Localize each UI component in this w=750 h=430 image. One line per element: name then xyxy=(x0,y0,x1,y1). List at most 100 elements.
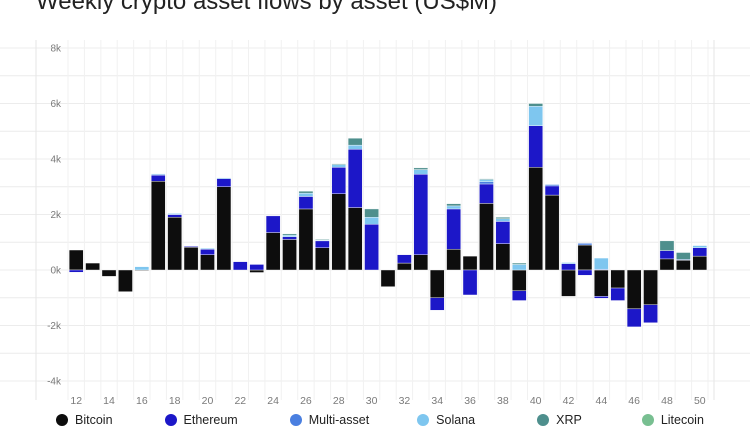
bar-ethereum-week-29 xyxy=(347,149,363,208)
bar-ethereum-week-26 xyxy=(298,196,314,210)
y-tick-label: 4k xyxy=(50,155,62,166)
bar-bitcoin-week-17 xyxy=(150,180,166,271)
bar-ethereum-week-34 xyxy=(429,297,445,311)
legend-item-ethereum: Ethereum xyxy=(164,413,238,427)
bar-bitcoin-week-26 xyxy=(298,208,314,271)
bar-bitcoin-week-20 xyxy=(200,254,215,271)
bar-ethereum-week-43 xyxy=(577,269,593,276)
bar-ethereum-week-17 xyxy=(150,174,166,182)
bar-ethereum-week-41 xyxy=(544,185,560,196)
bar-xrp-week-27 xyxy=(315,239,330,241)
bar-xrp-week-29 xyxy=(347,137,363,146)
legend-swatch xyxy=(641,414,654,426)
bar-bitcoin-week-47 xyxy=(643,269,658,305)
bar-ethereum-week-39 xyxy=(512,290,527,301)
bar-ethereum-week-12 xyxy=(68,269,84,273)
bar-bitcoin-week-42 xyxy=(561,269,576,297)
bar-solana-week-33 xyxy=(413,169,429,175)
legend-swatch xyxy=(56,414,68,426)
x-tick-label: 32 xyxy=(399,395,411,407)
bar-bitcoin-week-32 xyxy=(397,262,412,271)
bar-ethereum-week-33 xyxy=(413,174,429,255)
bar-ethereum-week-44 xyxy=(594,296,609,299)
legend-swatch xyxy=(537,414,550,426)
x-axis: 12 14 16 18 20 22 24 26 28 30 32 34 36 38 40 42 44 46 48 50 xyxy=(70,395,705,407)
bar-ethereum-week-30 xyxy=(364,224,379,271)
bar-bitcoin-week-29 xyxy=(347,207,363,271)
bar-solana-week-30 xyxy=(364,217,379,225)
grid-layer xyxy=(0,40,750,400)
bar-xrp-week-48 xyxy=(659,240,675,251)
bar-bitcoin-week-19 xyxy=(183,247,199,271)
bar-ethereum-week-25 xyxy=(282,236,297,240)
bar-ethereum-week-46 xyxy=(626,308,642,328)
x-tick-label: 36 xyxy=(464,395,476,407)
bar-ethereum-week-24 xyxy=(265,215,281,233)
bar-bitcoin-week-44 xyxy=(594,269,609,297)
bar-solana-week-37 xyxy=(479,179,494,182)
bar-layer xyxy=(68,103,708,328)
bar-bitcoin-week-14 xyxy=(101,269,117,277)
legend-label: Multi-asset xyxy=(308,413,370,427)
x-tick-label: 14 xyxy=(103,395,115,407)
bar-solana-week-40 xyxy=(528,106,543,126)
y-tick-label: -2k xyxy=(47,321,62,332)
bar-ethereum-week-40 xyxy=(528,125,543,168)
x-tick-label: 12 xyxy=(70,395,82,407)
bar-xrp-week-40 xyxy=(528,103,543,107)
bar-ethereum-week-23 xyxy=(249,264,264,271)
legend-item-litecoin: Litecoin xyxy=(641,413,704,427)
legend-swatch xyxy=(417,414,430,426)
bar-ethereum-week-50 xyxy=(692,247,708,257)
bar-bitcoin-week-24 xyxy=(265,232,281,271)
legend-label: Solana xyxy=(436,413,476,427)
bar-multi-asset-week-41 xyxy=(544,184,560,187)
bar-bitcoin-week-12 xyxy=(68,249,84,271)
bar-multi-asset-week-37 xyxy=(479,181,494,185)
x-tick-label: 16 xyxy=(136,395,148,407)
x-tick-label: 30 xyxy=(366,395,378,407)
legend-item-multi-asset: Multi-asset xyxy=(289,413,370,427)
bar-xrp-week-26 xyxy=(298,190,314,194)
legend-label: Ethereum xyxy=(183,413,238,427)
bar-bitcoin-week-35 xyxy=(446,248,461,271)
legend: Bitcoin Ethereum Multi-asset Solana XRP Litec… xyxy=(56,411,704,429)
bar-solana-week-21 xyxy=(216,177,232,179)
bar-bitcoin-week-46 xyxy=(626,269,642,310)
x-tick-label: 18 xyxy=(169,395,181,407)
bar-bitcoin-week-34 xyxy=(429,269,445,298)
bar-bitcoin-week-49 xyxy=(676,260,691,271)
bar-solana-week-44 xyxy=(594,257,609,270)
bar-solana-week-16 xyxy=(134,266,150,271)
bar-ethereum-week-48 xyxy=(659,250,675,260)
bar-solana-week-17 xyxy=(150,173,166,175)
x-tick-label: 28 xyxy=(333,395,345,407)
bar-ethereum-week-19 xyxy=(183,246,199,248)
x-tick-label: 40 xyxy=(530,395,542,407)
x-tick-label: 26 xyxy=(300,395,312,407)
x-tick-label: 34 xyxy=(431,395,443,407)
bar-bitcoin-week-31 xyxy=(380,269,396,287)
bar-xrp-week-35 xyxy=(446,203,461,207)
bar-solana-week-42 xyxy=(561,262,576,264)
bar-bitcoin-week-27 xyxy=(315,247,330,271)
x-tick-label: 22 xyxy=(234,395,246,407)
legend-swatch xyxy=(164,414,177,426)
bar-bitcoin-week-36 xyxy=(462,255,478,271)
legend-label: XRP xyxy=(556,413,582,427)
bar-solana-week-39 xyxy=(512,264,527,271)
bar-bitcoin-week-13 xyxy=(85,262,100,271)
bar-xrp-week-25 xyxy=(282,233,297,236)
legend-swatch xyxy=(289,414,302,426)
x-tick-label: 44 xyxy=(595,395,607,407)
y-tick-label: -4k xyxy=(47,377,62,388)
x-tick-label: 38 xyxy=(497,395,509,407)
bar-bitcoin-week-23 xyxy=(249,269,264,273)
bar-bitcoin-week-39 xyxy=(512,269,527,292)
bar-multi-asset-week-43 xyxy=(577,243,593,246)
bar-ethereum-week-32 xyxy=(397,254,412,264)
x-tick-label: 48 xyxy=(661,395,673,407)
bar-ethereum-week-35 xyxy=(446,208,461,250)
bar-ethereum-week-28 xyxy=(331,167,347,194)
bar-bitcoin-week-21 xyxy=(216,186,232,271)
